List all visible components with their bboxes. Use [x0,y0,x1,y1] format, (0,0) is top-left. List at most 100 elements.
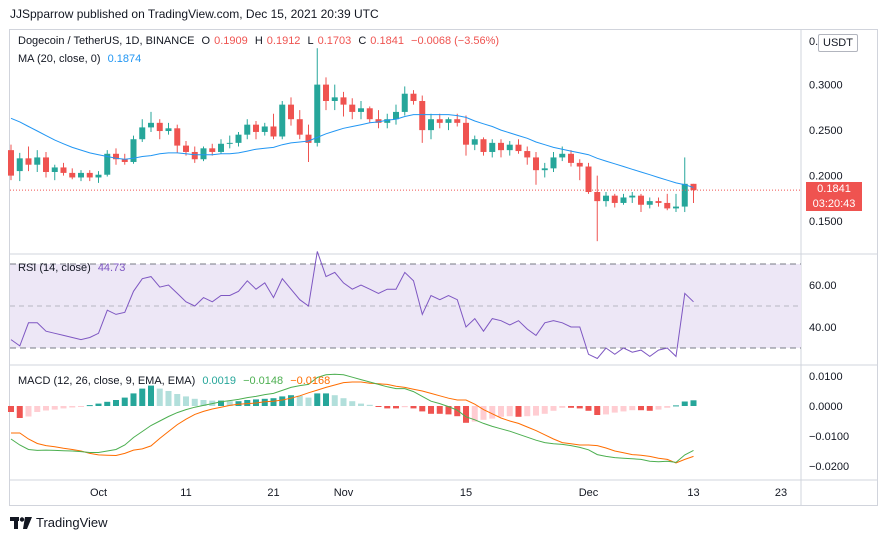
macd-hist-bar [436,406,443,414]
candle-body [638,195,644,205]
macd-hist-bar [244,400,251,406]
macd-hist-bar [620,406,627,412]
macd-hist-bar [559,406,566,408]
macd-hist-bar [384,406,391,409]
macd-hist-bar [603,406,609,415]
candle-body [226,142,233,144]
ma-label: MA (20, close, 0) [18,53,101,65]
macd-line [10,373,694,463]
rsi-axis-label: 40.00 [809,322,837,334]
candle-body [331,97,338,101]
macd-hist-bar [515,406,522,417]
macd-hist-bar [576,406,583,409]
macd-hist-bar [156,388,163,406]
macd-hist-bar [629,406,636,411]
candle-body [375,119,382,123]
macd-hist-bar [113,400,119,406]
macd-hist-bar [43,406,49,411]
macd-hist-bar [130,393,137,406]
low-value: L 0.1703 [307,35,352,47]
candle-body [620,197,627,203]
currency-button[interactable]: USDT [818,34,858,52]
macd-hist-bar [655,406,662,410]
symbol-title[interactable]: Dogecoin / TetherUS, 1D, BINANCE [18,35,195,47]
macd-hist-bar [78,406,84,407]
macd-hist-bar [86,405,93,407]
countdown-tag: 03:20:43 [806,197,862,212]
macd-hist-bar [200,400,207,406]
candle-body [524,151,531,158]
macd-hist-bar [358,403,364,406]
candle-body [69,172,76,178]
candle-body [305,134,312,143]
macd-hist-bar [393,406,399,409]
macd-hist-bar [428,406,434,414]
open-value: O 0.1909 [201,35,248,47]
time-axis-label: 15 [460,487,472,499]
signal-line [11,381,694,464]
time-axis-label: Nov [334,487,354,499]
candle-body [244,124,251,135]
macd-hist-bar [183,396,189,406]
macd-hist-bar [366,404,373,406]
tradingview-logo[interactable]: TradingView [10,515,108,530]
macd-hist-bar [270,398,277,406]
candle-body [16,158,23,172]
macd-axis-label: 0.0000 [809,401,843,413]
macd-hist-bar [533,406,539,416]
macd-hist-bar [673,405,679,407]
candle-body [541,168,548,171]
macd-hist-bar [568,406,574,408]
macd-hist-bar [60,406,67,409]
candle-body [130,139,137,162]
macd-hist-bar [51,406,58,410]
price-axis-label: 0.3000 [809,80,843,92]
price-axis-label: 0.2500 [809,125,843,137]
macd-axis-label: −0.0100 [809,431,849,443]
ma-legend[interactable]: MA (20, close, 0) 0.1874 [18,53,145,65]
candle-body [279,104,286,137]
brand-name: TradingView [36,515,108,530]
candle-body [323,84,329,101]
macd-hist-bar [314,393,321,406]
macd-hist-bar [34,406,41,412]
candle-body [611,195,618,203]
macd-hist-bar [226,401,233,406]
candle-body [559,153,566,158]
candle-body [209,148,216,152]
candle-body [664,202,671,209]
macd-hist-bar [323,393,329,406]
price-axis-label: 0.2000 [809,171,843,183]
macd-hist-bar [8,406,14,412]
candle-body [410,93,417,101]
close-value: C 0.1841 [358,35,404,47]
candle-body [191,151,198,160]
candle-body [139,127,146,140]
macd-hist-bar [331,395,338,406]
candle-body [646,201,653,205]
macd-hist-bar [550,406,557,411]
candle-body [498,142,504,151]
macd-hist-bar [410,406,417,409]
candle-body [218,143,224,152]
macd-hist-bar [690,400,697,406]
macd-hist-bar [104,401,111,406]
macd-hist-bar [638,406,644,411]
candle-body [515,144,522,152]
macd-hist-bar [95,403,102,406]
candle-body [8,150,14,176]
macd-legend[interactable]: MACD (12, 26, close, 9, EMA, EMA) 0.0019… [18,375,334,387]
change-value: −0.0068 (−3.56%) [411,35,500,47]
ma-value: 0.1874 [107,53,142,65]
candle-body [445,119,452,123]
macd-hist-bar [296,395,303,406]
candle-body [681,183,688,207]
publish-info: JJSpparrow published on TradingView.com,… [10,7,379,21]
candle-body [576,162,583,167]
macd-hist-bar [69,406,76,408]
candle-body [436,119,443,123]
high-value: H 0.1912 [254,35,301,47]
candle-body [673,206,679,209]
rsi-legend[interactable]: RSI (14, close) 44.73 [18,262,129,274]
